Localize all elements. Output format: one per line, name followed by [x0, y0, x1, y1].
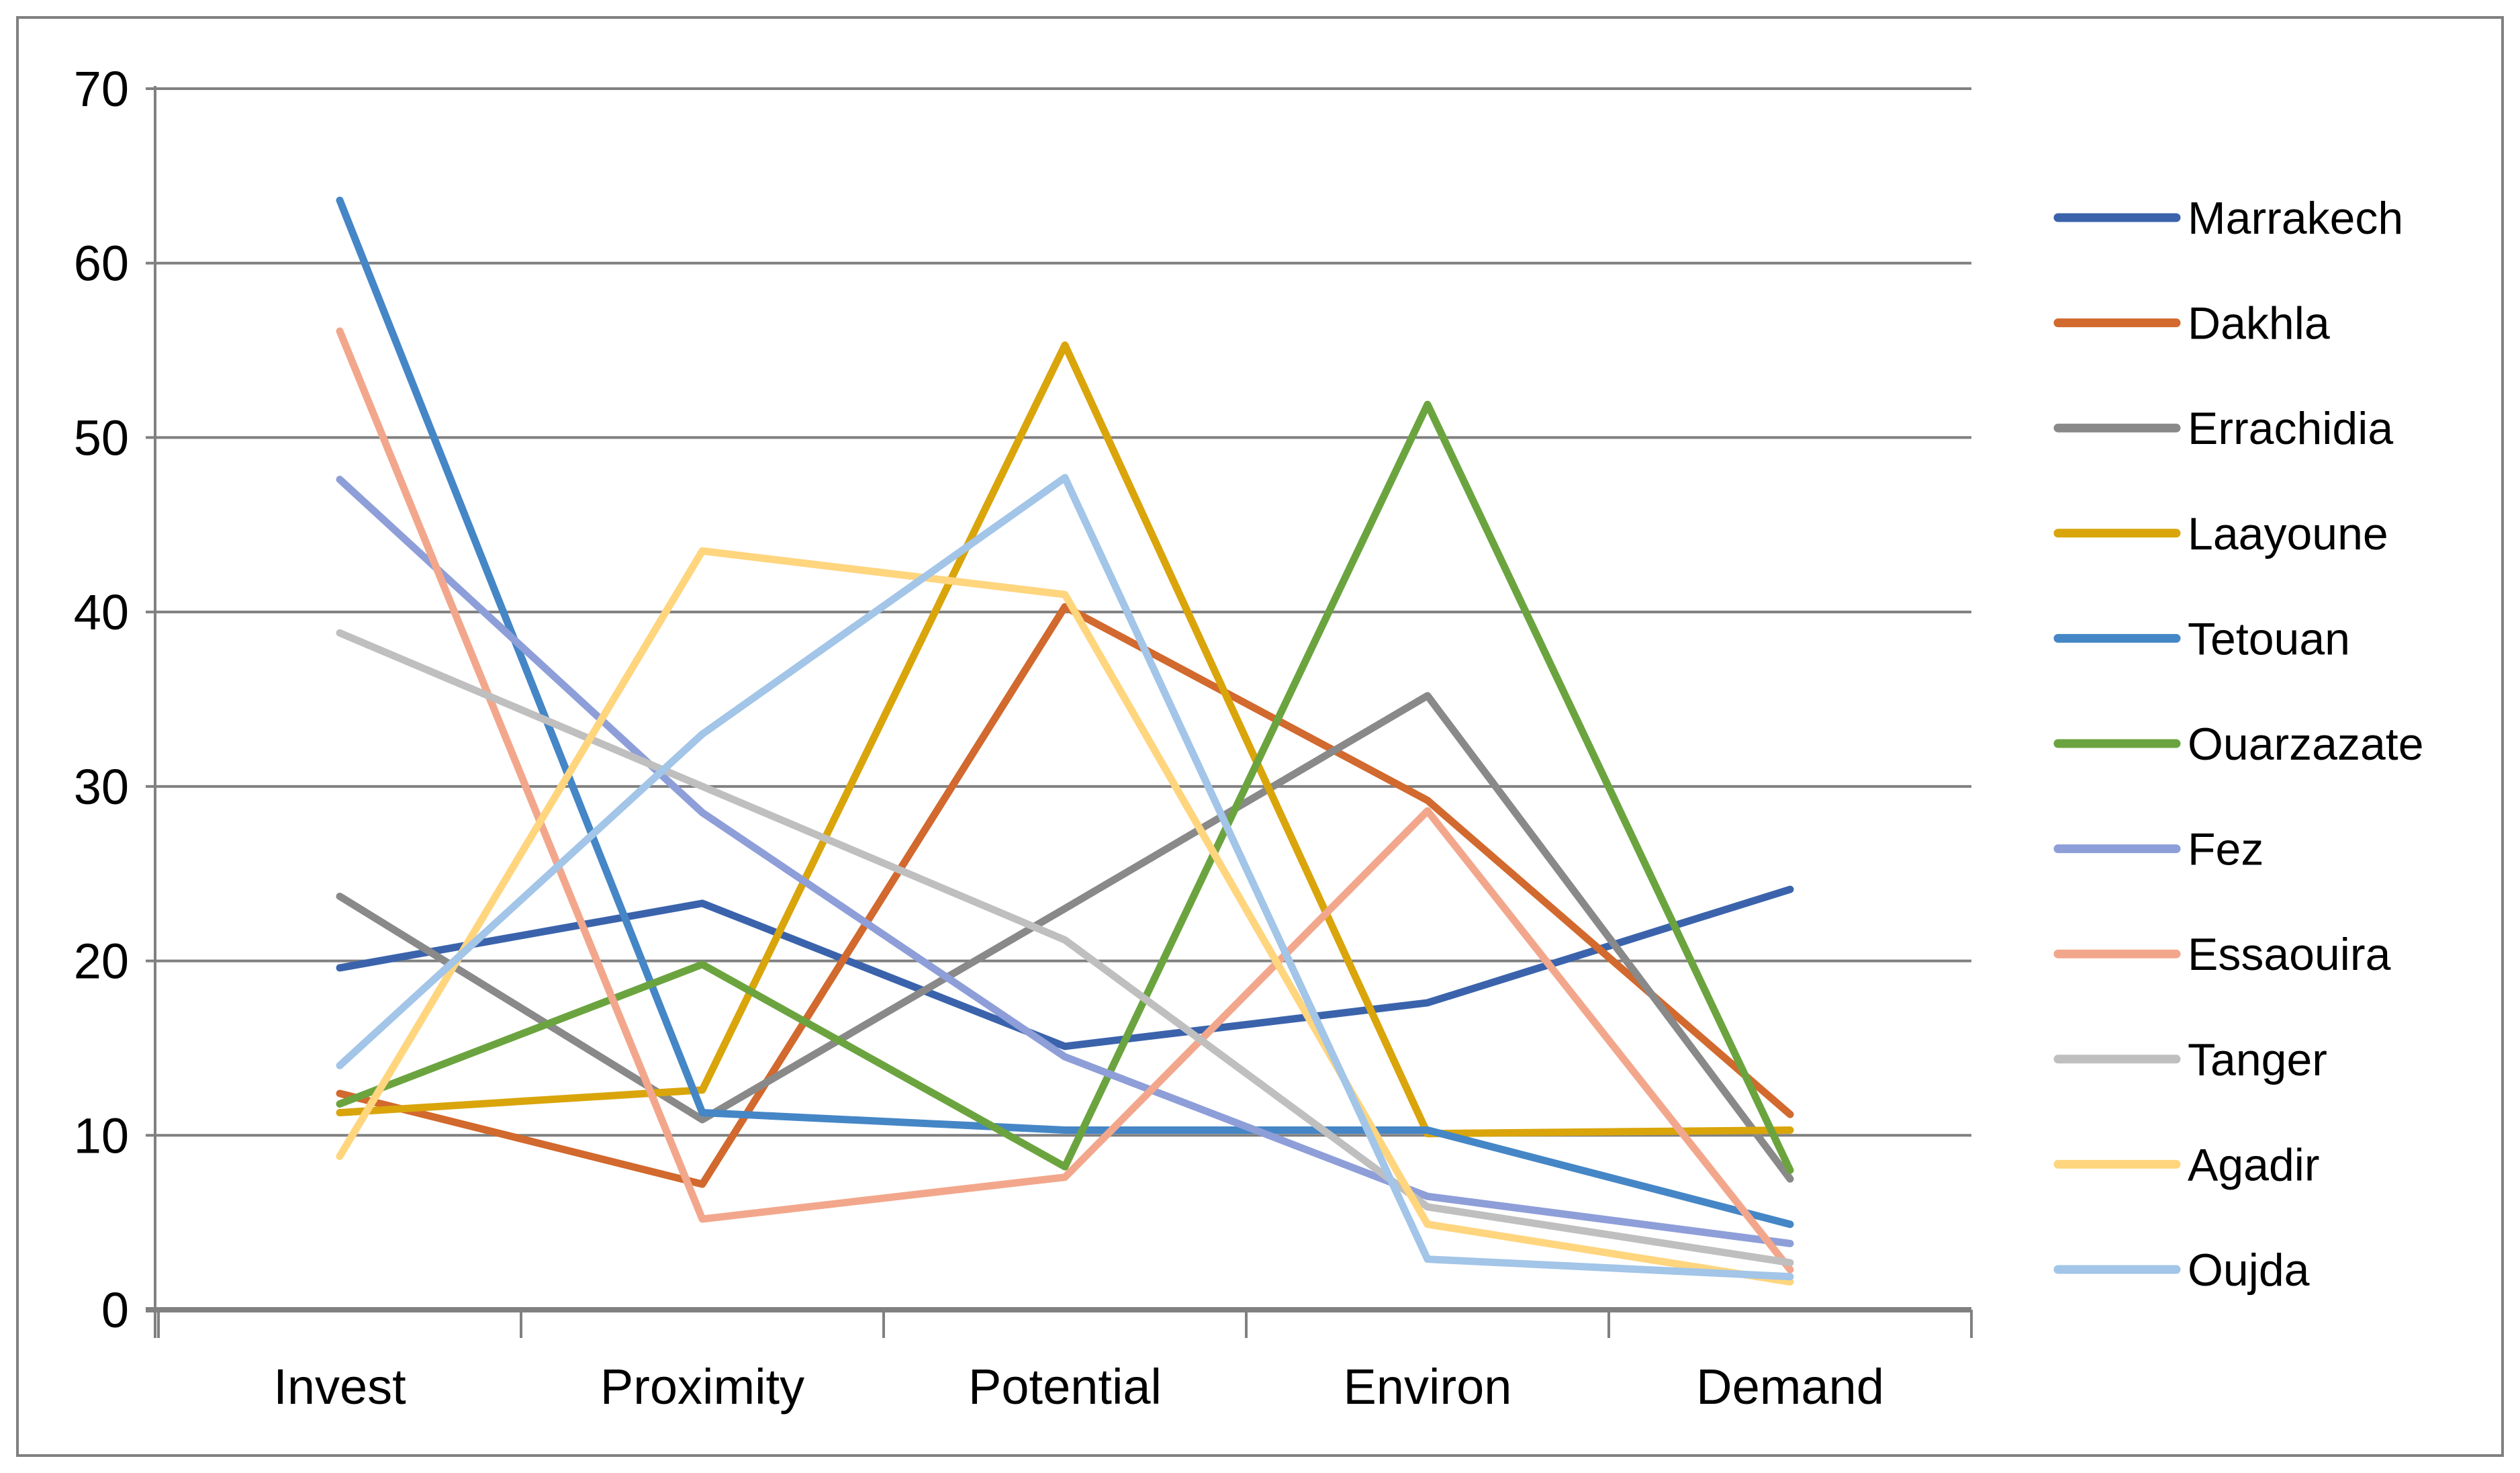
y-tick-label-60: 60	[74, 236, 129, 292]
x-category-label-potential: Potential	[968, 1359, 1162, 1415]
y-tick-label-40: 40	[74, 584, 129, 640]
legend-label-agadir: Agadir	[2188, 1139, 2320, 1190]
legend-label-ouarzazate: Ouarzazate	[2188, 719, 2424, 770]
legend-label-dakhla: Dakhla	[2188, 298, 2330, 349]
x-category-label-demand: Demand	[1696, 1359, 1884, 1415]
legend-label-errachidia: Errachidia	[2188, 403, 2393, 454]
legend-label-tanger: Tanger	[2188, 1034, 2327, 1085]
y-tick-label-20: 20	[74, 934, 129, 989]
y-tick-label-70: 70	[74, 61, 129, 117]
series-line-agadir	[336, 547, 1794, 1286]
outer-frame	[16, 16, 2504, 1457]
series-line-ouarzazate	[336, 400, 1794, 1174]
y-tick-label-50: 50	[74, 410, 129, 465]
series-line-tetouan	[336, 196, 1794, 1229]
y-tick-label-10: 10	[74, 1108, 129, 1163]
legend-label-fez: Fez	[2188, 824, 2264, 875]
series-line-oujda	[336, 474, 1794, 1281]
x-category-label-invest: Invest	[273, 1359, 406, 1415]
legend-label-tetouan: Tetouan	[2188, 613, 2350, 664]
series-line-essaouira	[336, 327, 1794, 1274]
series-line-dakhla	[336, 602, 1794, 1188]
legend-label-marrakech: Marrakech	[2188, 193, 2403, 244]
legend-label-laayoune: Laayoune	[2188, 508, 2388, 560]
series-line-laayoune	[336, 341, 1794, 1138]
y-tick-label-30: 30	[74, 759, 129, 815]
y-tick-label-0: 0	[101, 1282, 129, 1338]
series-line-fez	[336, 476, 1794, 1247]
legend-label-oujda: Oujda	[2188, 1245, 2310, 1296]
legend-label-essaouira: Essaouira	[2188, 929, 2391, 980]
x-category-label-environ: Environ	[1344, 1359, 1512, 1415]
series-line-tanger	[336, 629, 1794, 1267]
series-line-errachidia	[336, 692, 1794, 1183]
x-category-label-proximity: Proximity	[600, 1359, 804, 1415]
